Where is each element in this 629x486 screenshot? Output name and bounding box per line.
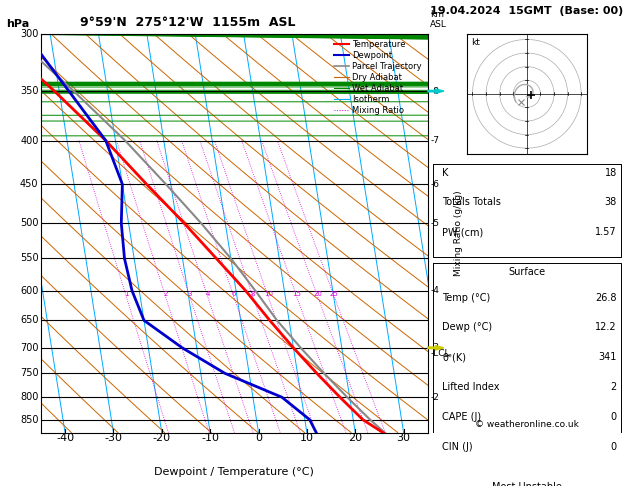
Text: 650: 650: [20, 315, 38, 325]
Text: © weatheronline.co.uk: © weatheronline.co.uk: [475, 419, 579, 429]
Text: -8: -8: [430, 87, 439, 96]
Text: 850: 850: [20, 415, 38, 425]
Text: Totals Totals: Totals Totals: [442, 197, 501, 208]
Text: 300: 300: [20, 29, 38, 39]
Text: 30: 30: [397, 433, 411, 443]
Text: 800: 800: [20, 392, 38, 402]
Text: 18: 18: [604, 168, 617, 177]
Text: θᵉ(K): θᵉ(K): [442, 352, 467, 363]
Text: 19.04.2024  15GMT  (Base: 00): 19.04.2024 15GMT (Base: 00): [430, 6, 623, 16]
Text: -LCL: -LCL: [430, 348, 450, 358]
Text: 26.8: 26.8: [596, 293, 617, 303]
Text: 2: 2: [611, 382, 617, 392]
Legend: Temperature, Dewpoint, Parcel Trajectory, Dry Adiabat, Wet Adiabat, Isotherm, Mi: Temperature, Dewpoint, Parcel Trajectory…: [332, 38, 424, 117]
Text: Dewpoint / Temperature (°C): Dewpoint / Temperature (°C): [154, 467, 314, 477]
Text: 12.2: 12.2: [595, 322, 617, 332]
Text: Mixing Ratio (g/kg): Mixing Ratio (g/kg): [454, 191, 463, 276]
Text: 550: 550: [20, 254, 38, 263]
Text: 10: 10: [264, 291, 273, 297]
Text: 600: 600: [20, 286, 38, 295]
Text: km
ASL: km ASL: [430, 10, 447, 29]
Text: 0: 0: [611, 442, 617, 452]
Text: 2: 2: [164, 291, 168, 297]
Text: 350: 350: [20, 86, 38, 96]
Text: 0: 0: [255, 433, 262, 443]
Text: 25: 25: [330, 291, 339, 297]
Text: CIN (J): CIN (J): [442, 442, 473, 452]
Text: Lifted Index: Lifted Index: [442, 382, 500, 392]
Text: -3: -3: [430, 343, 439, 352]
Text: 0: 0: [611, 412, 617, 422]
Text: -20: -20: [153, 433, 171, 443]
Text: -10: -10: [201, 433, 219, 443]
Text: Most Unstable: Most Unstable: [492, 482, 562, 486]
Text: PW (cm): PW (cm): [442, 227, 484, 237]
Text: 400: 400: [20, 136, 38, 145]
Text: K: K: [442, 168, 449, 177]
Text: 20: 20: [348, 433, 362, 443]
Text: 750: 750: [20, 368, 38, 378]
Text: 450: 450: [20, 179, 38, 189]
Text: CAPE (J): CAPE (J): [442, 412, 482, 422]
Text: -7: -7: [430, 136, 439, 145]
Text: 3: 3: [187, 291, 192, 297]
Text: -6: -6: [430, 180, 439, 189]
Text: 6: 6: [231, 291, 236, 297]
Text: 1.57: 1.57: [595, 227, 617, 237]
Text: hPa: hPa: [6, 19, 30, 29]
Text: Surface: Surface: [508, 267, 545, 277]
Text: 10: 10: [300, 433, 314, 443]
Text: 8: 8: [251, 291, 255, 297]
Text: 500: 500: [20, 218, 38, 228]
Text: Temp (°C): Temp (°C): [442, 293, 491, 303]
Text: 700: 700: [20, 343, 38, 353]
Text: 20: 20: [313, 291, 322, 297]
Text: -4: -4: [430, 286, 439, 295]
Text: 9°59'N  275°12'W  1155m  ASL: 9°59'N 275°12'W 1155m ASL: [80, 16, 296, 29]
Text: 4: 4: [206, 291, 210, 297]
Text: -2: -2: [430, 393, 439, 402]
Text: 38: 38: [604, 197, 617, 208]
Text: Dewp (°C): Dewp (°C): [442, 322, 493, 332]
Text: -5: -5: [430, 219, 439, 227]
Text: -40: -40: [56, 433, 74, 443]
Text: 15: 15: [292, 291, 301, 297]
Text: -30: -30: [104, 433, 123, 443]
Text: 341: 341: [599, 352, 617, 363]
Text: 1: 1: [124, 291, 128, 297]
